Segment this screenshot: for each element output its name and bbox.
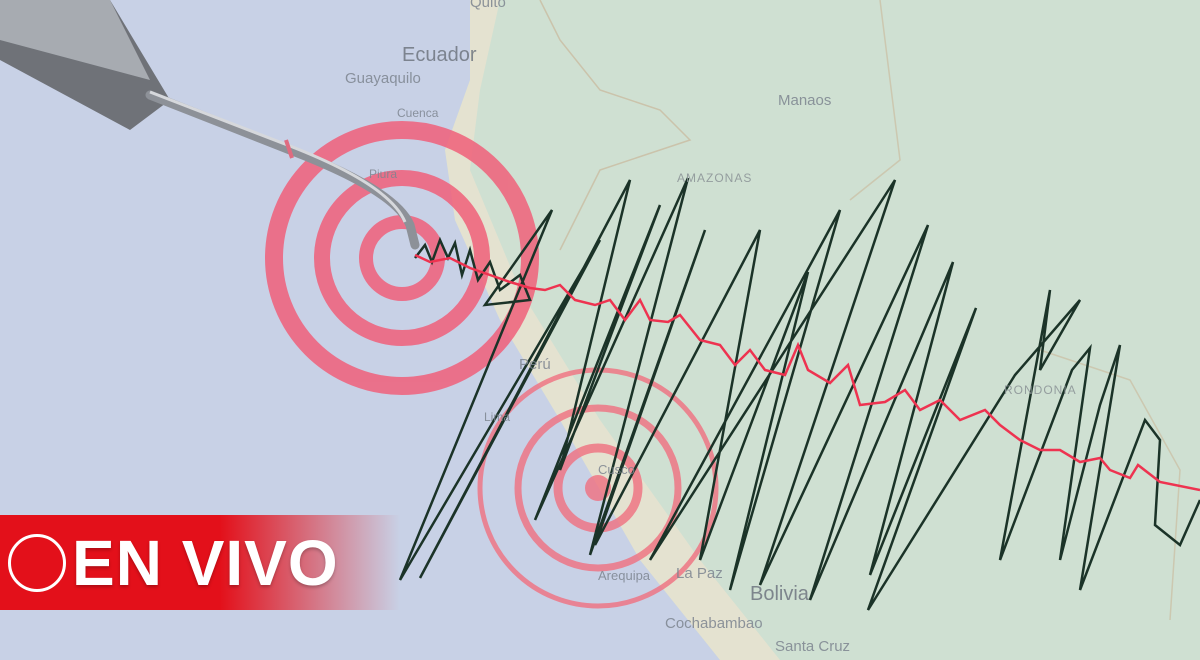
map-label-bolivia: Bolivia	[750, 583, 809, 605]
seismograph-needle	[0, 0, 420, 250]
map-label-peru: Perú	[519, 356, 551, 373]
map-label-rondonia: RONDONIA	[1004, 383, 1077, 397]
map-label-arequipa: Arequipa	[598, 568, 651, 583]
live-dot-icon	[8, 533, 66, 592]
map-label-cuenca: Cuenca	[397, 106, 439, 120]
map-label-manaos: Manaos	[778, 92, 832, 109]
map-label-lima: Lima	[484, 410, 511, 424]
epicenter-rings-north	[265, 121, 539, 395]
map-label-cochabamba: Cochabambao	[665, 615, 763, 632]
seismograph-trace-red	[414, 253, 1200, 492]
map-label-quito: Quito	[470, 0, 506, 11]
map-label-cusco: Cusco	[598, 462, 635, 477]
map-label-piura: Piura	[369, 167, 398, 181]
live-badge-label: EN VIVO	[72, 526, 339, 599]
map-label-ecuador: Ecuador	[402, 44, 477, 66]
seismograph-trace-dark	[398, 177, 1200, 611]
map-label-amazonas: AMAZONAS	[677, 171, 753, 185]
map-label-guayaquil: Guayaquilo	[345, 70, 421, 87]
map-label-santa-cruz: Santa Cruz	[775, 638, 851, 655]
country-border	[539, 0, 692, 251]
country-border	[1039, 349, 1181, 621]
country-border	[849, 0, 901, 201]
live-badge: EN VIVO	[0, 515, 400, 610]
map-label-la-paz: La Paz	[676, 565, 723, 582]
